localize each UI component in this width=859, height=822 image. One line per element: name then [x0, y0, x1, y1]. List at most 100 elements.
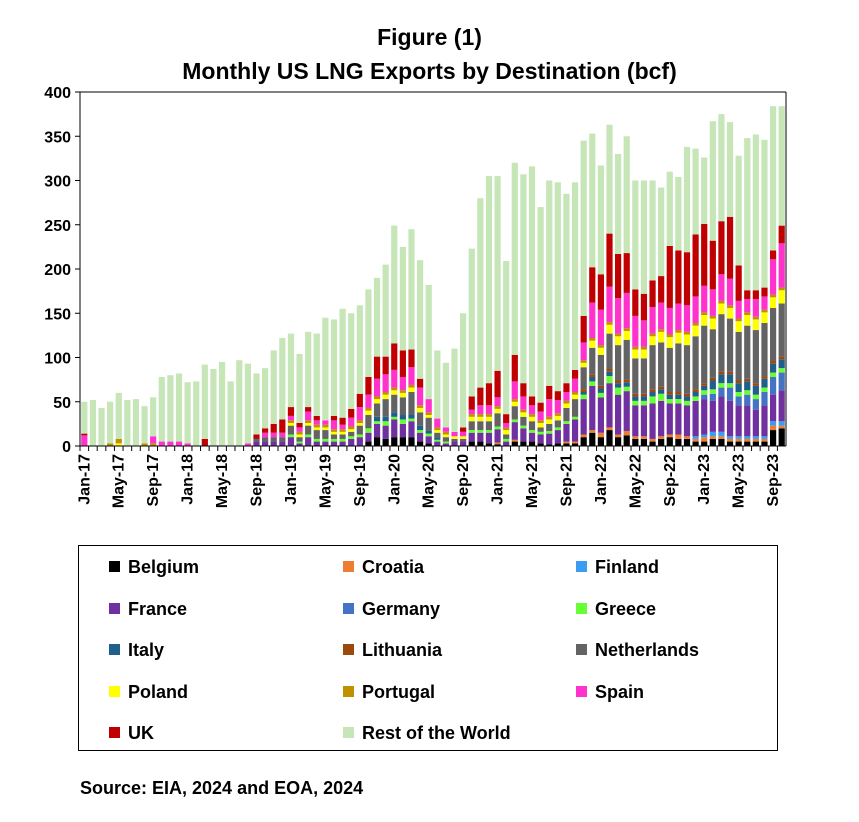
bar-segment-poland: [494, 408, 501, 414]
bar-segment-croatia: [623, 430, 630, 436]
bar-segment-uk: [778, 225, 785, 244]
bar-segment-portugal: [640, 346, 648, 350]
bar-segment-netherlands: [571, 399, 579, 417]
bar-segment-portugal: [554, 413, 561, 416]
bar-segment-france: [606, 383, 613, 428]
bar-segment-belgium: [468, 441, 475, 446]
bar-segment-rest-of-the-world: [81, 401, 88, 434]
bar-segment-poland: [658, 331, 665, 343]
bar-segment-spain: [735, 300, 742, 319]
bar-segment-uk: [201, 438, 208, 446]
bar-segment-greece: [322, 438, 329, 442]
bar-segment-rest-of-the-world: [649, 180, 656, 281]
bar-segment-poland: [434, 430, 441, 433]
bar-segment-rest-of-the-world: [348, 313, 355, 409]
bar-segment-spain: [485, 405, 493, 415]
bar-segment-italy: [769, 363, 777, 373]
bar-segment-poland: [115, 443, 122, 446]
bar-segment-netherlands: [339, 434, 346, 439]
bar-segment-poland: [416, 407, 424, 413]
bar-segment-netherlands: [503, 434, 510, 439]
bar-segment-spain: [701, 285, 708, 313]
bar-segment-croatia: [589, 430, 596, 433]
legend-item-germany: Germany: [343, 599, 440, 619]
bar-segment-rest-of-the-world: [253, 373, 260, 435]
bar-segment-italy: [735, 383, 742, 393]
bar-segment-france: [485, 432, 493, 444]
bar-segment-netherlands: [537, 427, 544, 432]
bar-segment-lithuania: [761, 376, 768, 379]
bar-segment-belgium: [778, 428, 785, 446]
bar-segment-uk: [253, 434, 260, 439]
bar-segment-uk: [537, 402, 544, 412]
bar-segment-spain: [632, 315, 639, 347]
bar-segment-netherlands: [279, 437, 286, 442]
bar-segment-spain: [434, 418, 441, 428]
bar-segment-croatia: [606, 427, 613, 431]
bar-segment-greece: [640, 400, 648, 406]
bar-segment-italy: [425, 430, 432, 434]
bar-segment-portugal: [546, 416, 553, 420]
bar-segment-poland: [313, 427, 320, 431]
legend-label-france: France: [128, 599, 188, 619]
bar-segment-rest-of-the-world: [744, 138, 751, 291]
bar-segment-spain: [761, 296, 768, 310]
bar-segment-poland: [666, 337, 673, 348]
bar-segment-croatia: [752, 438, 759, 442]
bar-segment-spain: [511, 381, 518, 400]
bar-segment-netherlands: [778, 303, 785, 357]
bar-segment-netherlands: [597, 354, 604, 386]
bar-segment-italy: [589, 376, 596, 382]
bar-segment-netherlands: [520, 416, 527, 426]
bar-segment-rest-of-the-world: [330, 319, 338, 416]
legend-label-netherlands: Netherlands: [595, 640, 700, 660]
bar-segment-france: [262, 441, 269, 446]
bar-segment-croatia: [640, 436, 648, 439]
bar-segment-germany: [709, 393, 716, 401]
y-tick-label: 300: [44, 174, 71, 191]
legend-swatch-spain: [576, 686, 587, 697]
bar-segment-rest-of-the-world: [408, 229, 415, 350]
bar-segment-spain: [718, 274, 725, 301]
bar-segment-rest-of-the-world: [270, 350, 277, 424]
bar-segment-belgium: [752, 441, 759, 446]
bar-segment-croatia: [571, 441, 579, 444]
bar-segment-rest-of-the-world: [615, 153, 622, 254]
bar-segment-lithuania: [744, 378, 751, 382]
bar-segment-portugal: [305, 420, 312, 423]
bar-segment-france: [701, 399, 708, 435]
bar-segment-netherlands: [606, 333, 613, 370]
bar-segment-greece: [744, 390, 751, 395]
legend-item-greece: Greece: [576, 599, 656, 619]
bar-segment-uk: [580, 315, 587, 343]
bar-segment-rest-of-the-world: [477, 198, 484, 388]
bar-segment-greece: [296, 441, 303, 444]
bar-segment-rest-of-the-world: [425, 284, 432, 400]
bar-segment-spain: [752, 299, 759, 317]
bar-segment-greece: [718, 383, 725, 388]
bar-segment-portugal: [115, 438, 122, 444]
bar-segment-belgium: [391, 437, 398, 446]
bar-segment-uk: [391, 343, 398, 370]
bar-segment-italy: [752, 385, 759, 395]
bar-segment-croatia: [761, 438, 768, 442]
bar-segment-france: [546, 433, 553, 445]
bar-segment-italy: [718, 374, 725, 384]
bar-segment-lithuania: [640, 393, 648, 397]
bar-segment-greece: [348, 436, 355, 439]
bar-segment-belgium: [365, 441, 372, 446]
bar-segment-france: [460, 441, 467, 446]
bar-segment-croatia: [769, 425, 777, 431]
legend-label-greece: Greece: [595, 599, 657, 619]
bar-segment-rest-of-the-world: [589, 133, 596, 268]
legend-swatch-greece: [576, 603, 587, 614]
bar-segment-belgium: [658, 438, 665, 446]
bar-segment-rest-of-the-world: [184, 382, 191, 444]
bar-segment-netherlands: [640, 358, 648, 394]
bar-segment-greece: [511, 419, 518, 423]
bar-segment-lithuania: [675, 392, 682, 395]
bar-segment-rest-of-the-world: [606, 124, 613, 234]
bar-segment-portugal: [382, 392, 389, 395]
bar-segment-greece: [632, 400, 639, 406]
bar-segment-poland: [399, 392, 406, 398]
